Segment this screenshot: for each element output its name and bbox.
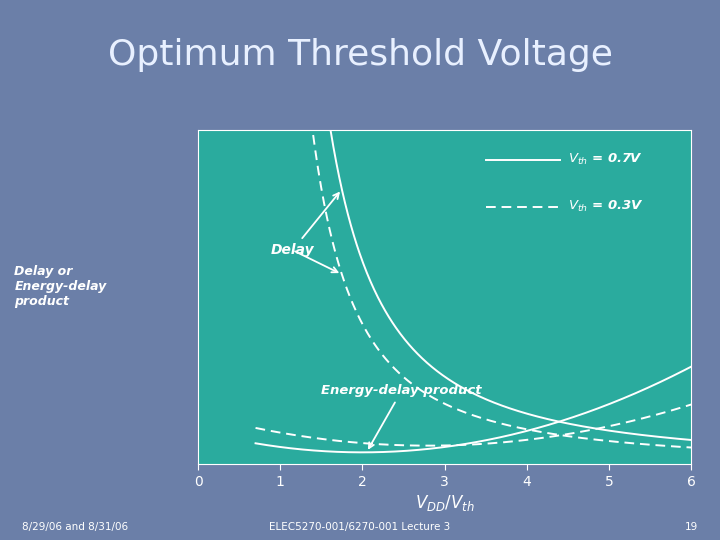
Text: ELEC5270-001/6270-001 Lecture 3: ELEC5270-001/6270-001 Lecture 3 bbox=[269, 522, 451, 532]
Text: 19: 19 bbox=[685, 522, 698, 532]
Text: $V_{th}$ = 0.7V: $V_{th}$ = 0.7V bbox=[568, 152, 642, 167]
Text: 8/29/06 and 8/31/06: 8/29/06 and 8/31/06 bbox=[22, 522, 127, 532]
X-axis label: $V_{DD}$/$V_{th}$: $V_{DD}$/$V_{th}$ bbox=[415, 493, 474, 513]
Text: Delay or
Energy-delay
product: Delay or Energy-delay product bbox=[14, 265, 107, 308]
Text: $V_{th}$ = 0.3V: $V_{th}$ = 0.3V bbox=[568, 199, 643, 214]
Text: Energy-delay product: Energy-delay product bbox=[321, 384, 482, 448]
Text: Optimum Threshold Voltage: Optimum Threshold Voltage bbox=[107, 38, 613, 72]
Text: Delay: Delay bbox=[271, 193, 339, 257]
